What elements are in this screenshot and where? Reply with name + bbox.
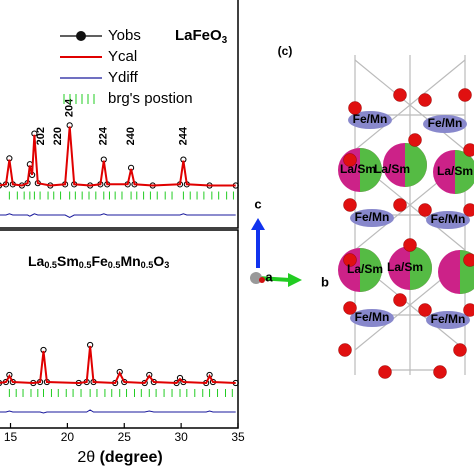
axis-a <box>259 277 265 283</box>
ydiff-line <box>0 409 236 414</box>
fe-mn-atom <box>426 211 470 229</box>
fe-mn-atom <box>426 311 470 329</box>
title-subscript: 0.5 <box>79 260 92 270</box>
x-axis-label-part: (degree) <box>100 449 163 466</box>
title-part: La <box>28 253 45 269</box>
fe-mn-atom <box>350 209 394 227</box>
x-axis-label: 2θ (degree) <box>77 449 162 466</box>
title-part: LaFeO <box>175 27 222 44</box>
oxygen-atom <box>338 343 352 357</box>
oxygen-atom <box>463 143 474 157</box>
oxygen-atom <box>343 301 357 315</box>
oxygen-atom <box>343 153 357 167</box>
x-tick-label: 35 <box>231 430 245 444</box>
oxygen-atom <box>418 303 432 317</box>
oxygen-atom <box>463 303 474 317</box>
title-part: Sm <box>57 253 79 269</box>
peak-label: 202 <box>35 127 47 145</box>
axis-origin <box>250 272 262 284</box>
oxygen-atom <box>433 365 447 379</box>
la-sm-atom-half <box>455 150 474 194</box>
peak-label: 204 <box>64 98 76 117</box>
x-axis-label-part: 2θ <box>77 449 99 466</box>
axis-head-c <box>251 218 265 230</box>
oxygen-atom <box>418 203 432 217</box>
oxygen-atom <box>343 198 357 212</box>
panel-title: La0.5Sm0.5Fe0.5Mn0.5O3 <box>28 253 169 271</box>
oxygen-atom <box>393 198 407 212</box>
atom-label: Fe/Mn <box>355 310 390 324</box>
atom-label: La/Sm <box>347 262 383 276</box>
title-subscript: 0.5 <box>108 260 121 270</box>
atom-label: La/Sm <box>374 162 410 176</box>
oxygen-atom <box>418 93 432 107</box>
panel-label: (c) <box>278 44 293 58</box>
title-subscript: 3 <box>164 260 169 270</box>
oxygen-atom <box>403 238 417 252</box>
oxygen-atom <box>453 343 467 357</box>
fe-mn-atom <box>348 111 392 129</box>
x-tick-label: 20 <box>61 430 75 444</box>
legend-label: Ydiff <box>108 69 139 86</box>
peak-label: 220 <box>52 127 64 145</box>
atom-label: Fe/Mn <box>431 212 466 226</box>
oxygen-atom <box>408 133 422 147</box>
peak-label: 244 <box>177 126 189 145</box>
oxygen-atom <box>393 293 407 307</box>
atom-label: Fe/Mn <box>353 112 388 126</box>
peak-label: 240 <box>125 127 137 145</box>
axis-label: a <box>265 269 273 284</box>
oxygen-atom <box>393 88 407 102</box>
axis-label: b <box>321 274 329 289</box>
yobs-point <box>176 374 184 382</box>
la-sm-atom-half <box>360 148 382 192</box>
oxygen-atom <box>463 203 474 217</box>
peak-label: 224 <box>98 126 110 145</box>
oxygen-atom <box>463 253 474 267</box>
x-tick-label: 30 <box>174 430 188 444</box>
legend-label: Yobs <box>108 27 141 44</box>
atom-label: Fe/Mn <box>355 210 390 224</box>
la-sm-atom-half <box>360 248 382 292</box>
atom-label: La/Sm <box>437 164 473 178</box>
title-subscript: 0.5 <box>44 260 57 270</box>
oxygen-atom <box>343 253 357 267</box>
x-tick-label: 25 <box>118 430 132 444</box>
atom-label: La/Sm <box>340 162 376 176</box>
title-part: O <box>153 253 164 269</box>
la-sm-atom-half <box>410 246 432 290</box>
legend-marker <box>76 31 86 41</box>
title-part: Mn <box>120 253 140 269</box>
atom-label: Fe/Mn <box>428 116 463 130</box>
atom-label: Fe/Mn <box>431 312 466 326</box>
title-subscript: 3 <box>222 35 228 46</box>
bond <box>354 59 466 151</box>
x-tick-label: 15 <box>4 430 18 444</box>
axis-head-b <box>288 273 302 287</box>
oxygen-atom <box>348 101 362 115</box>
axis-label: c <box>254 196 261 211</box>
ydiff-line <box>0 213 236 218</box>
panel-title: LaFeO3 <box>175 27 228 46</box>
oxygen-atom <box>458 88 472 102</box>
oxygen-atom <box>378 365 392 379</box>
legend-label: brg's postion <box>108 90 193 107</box>
atom-label: La/Sm <box>387 260 423 274</box>
plot-frame <box>0 229 239 429</box>
la-sm-atom-half <box>405 143 427 187</box>
fe-mn-atom <box>423 115 467 133</box>
title-subscript: 0.5 <box>141 260 154 270</box>
ycal-line <box>0 345 236 385</box>
legend-label: Ycal <box>108 48 137 65</box>
plot-frame <box>0 0 239 229</box>
title-part: Fe <box>91 253 108 269</box>
fe-mn-atom <box>350 309 394 327</box>
ycal-line <box>0 126 236 187</box>
